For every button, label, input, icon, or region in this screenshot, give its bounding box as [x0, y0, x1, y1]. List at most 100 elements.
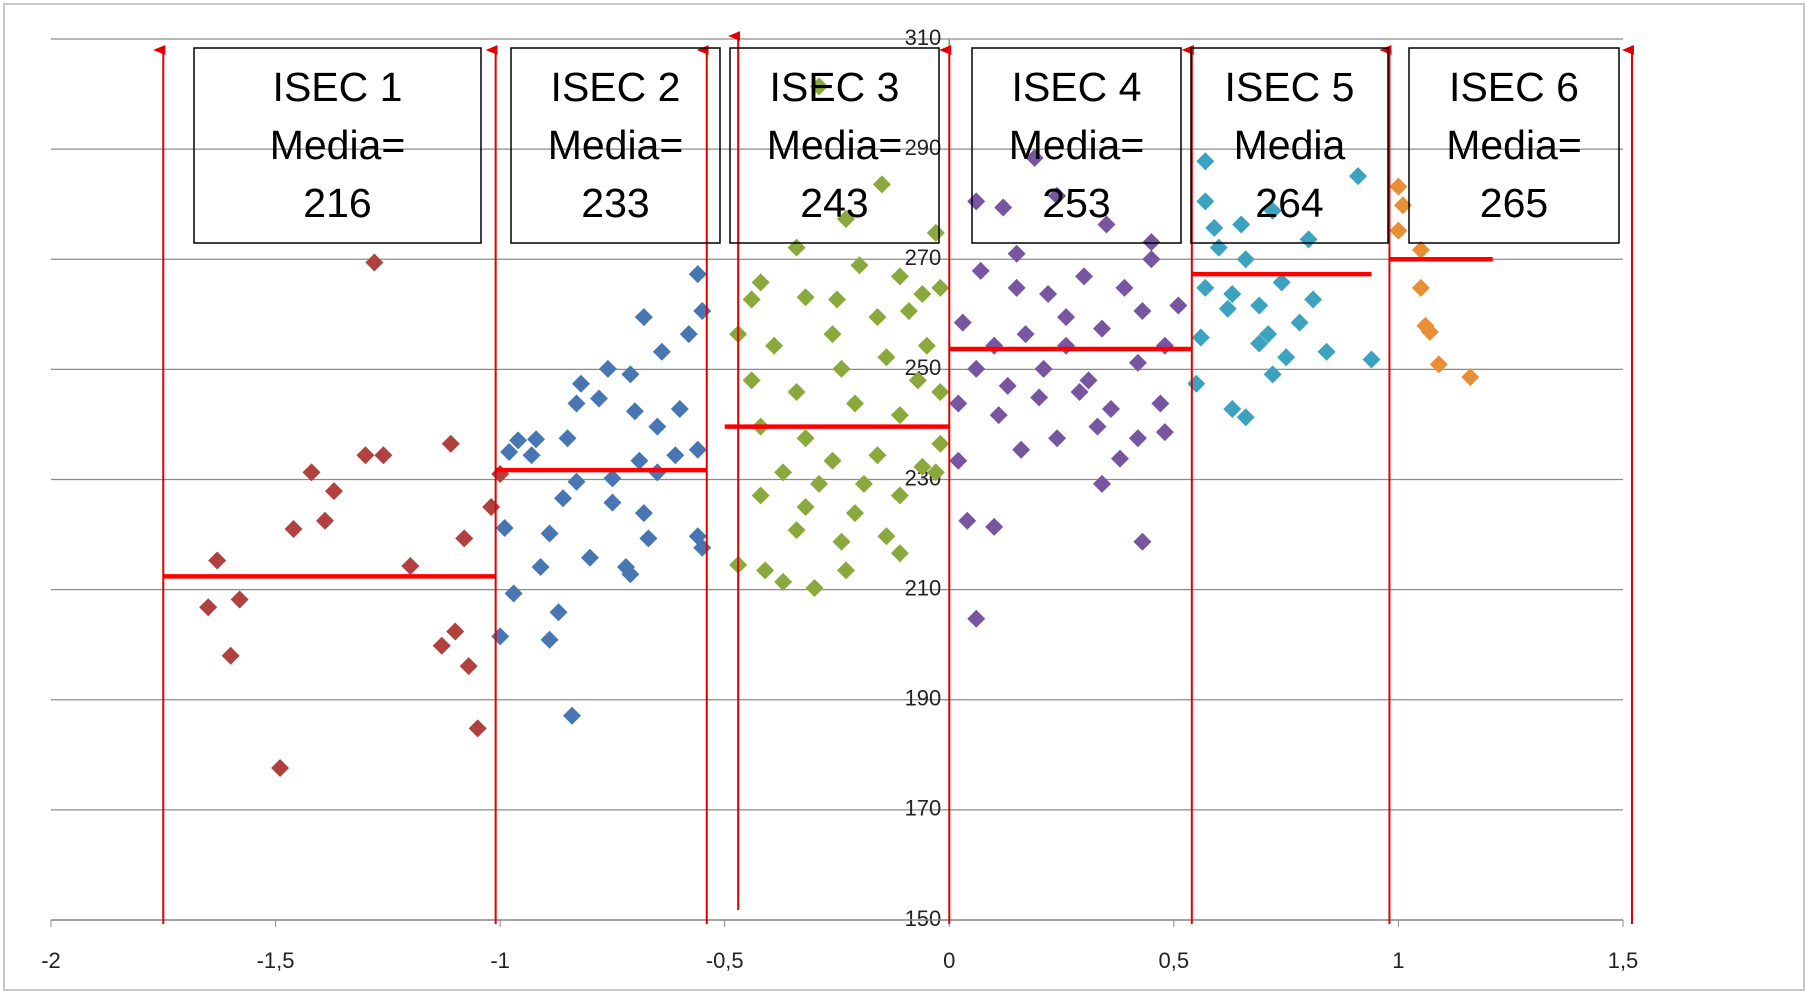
- point: [774, 463, 793, 482]
- point: [652, 342, 671, 361]
- point: [877, 527, 896, 546]
- point: [1110, 449, 1129, 468]
- point: [1155, 423, 1174, 442]
- point: [208, 551, 227, 570]
- annotation-line: Media=: [548, 122, 684, 168]
- annotation-line: 253: [1042, 180, 1110, 226]
- point: [1142, 233, 1161, 252]
- point: [832, 359, 851, 378]
- point: [1128, 353, 1147, 372]
- annotation-box: [193, 47, 482, 244]
- annotation-title: ISEC 5: [1225, 64, 1355, 110]
- point: [1389, 221, 1408, 240]
- point: [1218, 299, 1237, 318]
- point: [742, 371, 761, 390]
- y-tick-label: 290: [905, 135, 942, 160]
- point: [796, 429, 815, 448]
- point: [931, 278, 950, 297]
- point: [630, 451, 649, 470]
- point: [540, 524, 559, 543]
- y-tick-label: 190: [905, 686, 942, 711]
- point: [1236, 408, 1255, 427]
- y-tick-label: 310: [905, 25, 942, 50]
- point: [522, 446, 541, 465]
- annotation-title: ISEC 2: [551, 64, 681, 110]
- point: [1030, 388, 1049, 407]
- point: [890, 486, 909, 505]
- x-tick-label: -0,5: [706, 948, 744, 973]
- point: [531, 558, 550, 577]
- point: [796, 498, 815, 517]
- y-tick-label: 250: [905, 355, 942, 380]
- point: [679, 325, 698, 344]
- x-tick-label: 0: [943, 948, 955, 973]
- point: [751, 273, 770, 292]
- point: [1461, 368, 1480, 387]
- point: [1092, 474, 1111, 493]
- point: [810, 77, 829, 96]
- point: [877, 348, 896, 367]
- point: [845, 504, 864, 523]
- point: [221, 646, 240, 665]
- point: [931, 382, 950, 401]
- annotation-line: Media=: [1446, 122, 1582, 168]
- x-tick-label: -1: [490, 948, 510, 973]
- point: [1411, 240, 1430, 259]
- point: [913, 457, 932, 476]
- point: [432, 636, 451, 655]
- point: [1048, 186, 1067, 205]
- point: [1277, 348, 1296, 367]
- point: [365, 253, 384, 272]
- point: [1142, 250, 1161, 269]
- point: [1272, 273, 1291, 292]
- annotation-line: 264: [1255, 180, 1323, 226]
- point: [998, 376, 1017, 395]
- point: [1007, 244, 1026, 263]
- point: [580, 548, 599, 567]
- point: [845, 394, 864, 413]
- x-tick-label: 0,5: [1159, 948, 1190, 973]
- point: [1196, 152, 1215, 171]
- point: [953, 313, 972, 332]
- point: [949, 394, 968, 413]
- point: [1349, 167, 1368, 186]
- point: [1250, 296, 1269, 315]
- point: [1223, 400, 1242, 419]
- y-tick-label: 270: [905, 245, 942, 270]
- point: [284, 520, 303, 539]
- point: [926, 463, 945, 482]
- point: [868, 308, 887, 327]
- point: [1101, 400, 1120, 419]
- point: [1075, 267, 1094, 286]
- point: [504, 584, 523, 603]
- point: [1092, 319, 1111, 338]
- point: [1128, 429, 1147, 448]
- y-tick-label: 170: [905, 796, 942, 821]
- point: [648, 417, 667, 436]
- point: [527, 430, 546, 449]
- point: [985, 517, 1004, 536]
- point: [634, 504, 653, 523]
- annotation-title: ISEC 3: [770, 64, 900, 110]
- annotation-box: [729, 47, 940, 244]
- point: [751, 486, 770, 505]
- point: [688, 440, 707, 459]
- point: [621, 365, 640, 384]
- point: [1196, 278, 1215, 297]
- point: [796, 288, 815, 307]
- point: [1429, 355, 1448, 374]
- annotation-title: ISEC 1: [273, 64, 403, 110]
- point: [1088, 417, 1107, 436]
- point: [917, 336, 936, 355]
- point: [832, 532, 851, 551]
- y-tick-label: 150: [905, 906, 942, 931]
- point: [1079, 371, 1098, 390]
- point: [589, 389, 608, 408]
- point: [230, 590, 249, 609]
- point: [890, 406, 909, 425]
- point: [1097, 215, 1116, 234]
- point: [1304, 290, 1323, 309]
- point: [603, 493, 622, 512]
- point: [670, 400, 689, 419]
- annotation-line: Media=: [270, 122, 406, 168]
